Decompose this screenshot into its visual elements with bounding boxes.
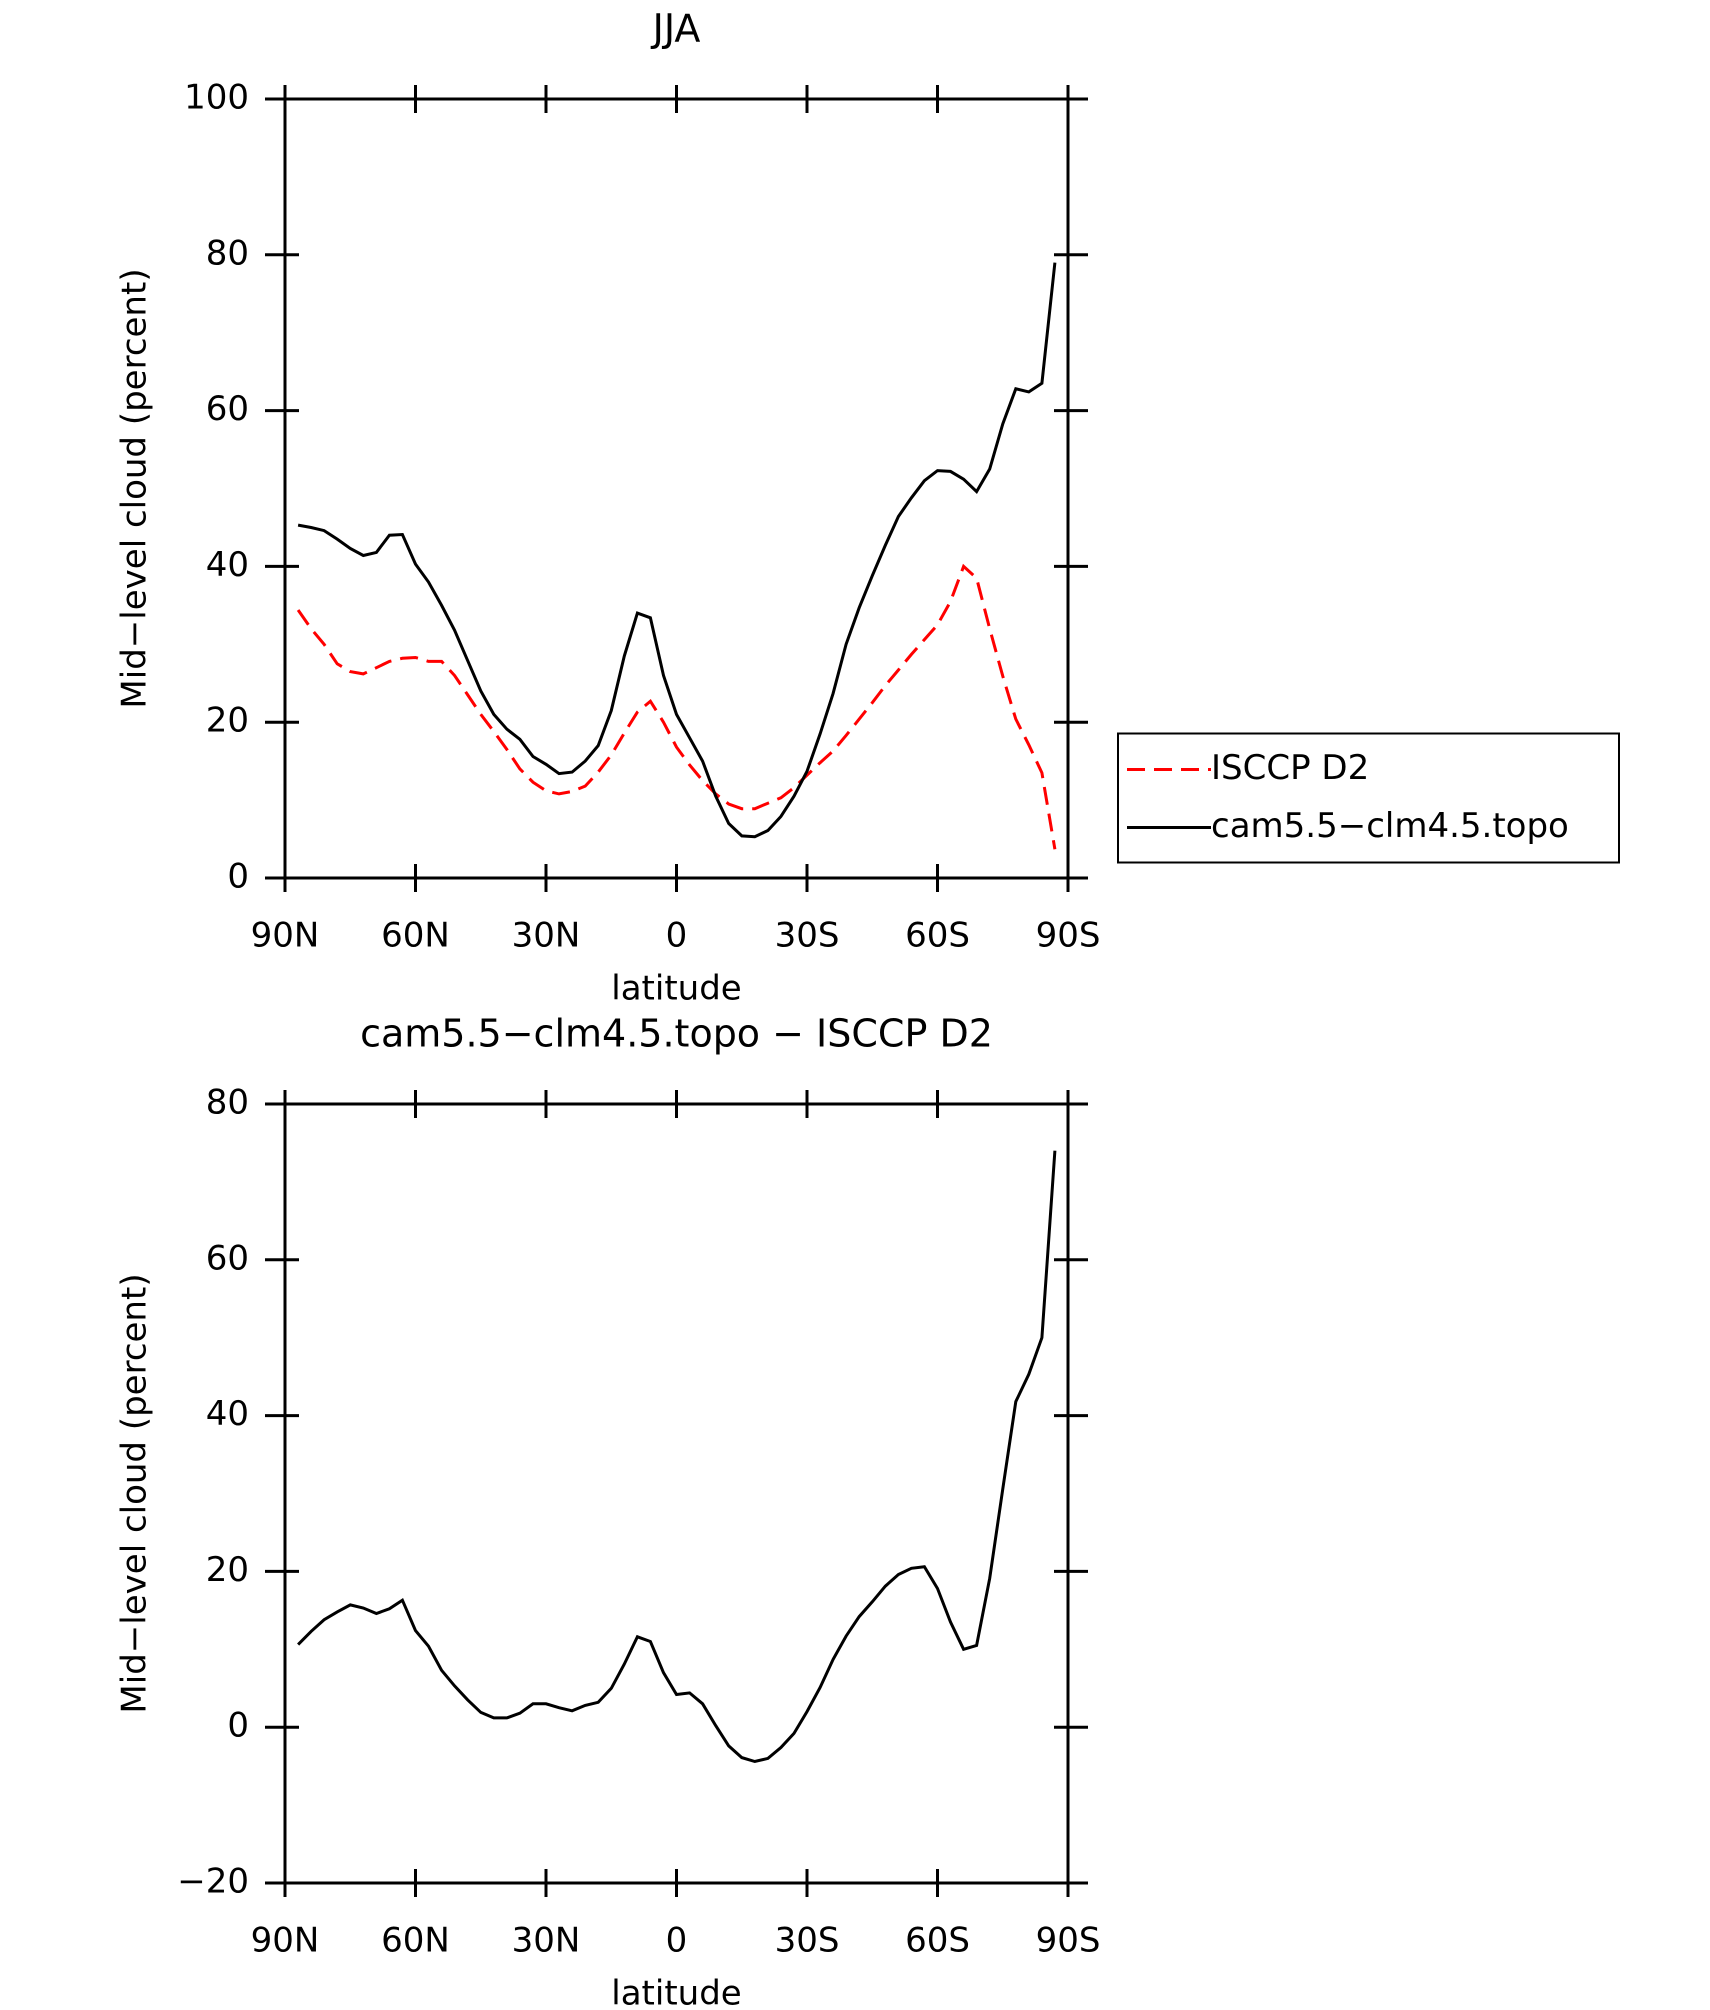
y-tick-label: 20	[206, 1550, 249, 1590]
x-tick-label: 90S	[1036, 1921, 1101, 1961]
x-tick-label: 30N	[512, 916, 581, 956]
y-axis-label: Mid−level cloud (percent)	[115, 268, 155, 708]
legend-box	[1117, 732, 1620, 864]
x-tick-label: 0	[666, 1921, 688, 1961]
x-tick-label: 60N	[381, 916, 450, 956]
x-axis-label: latitude	[611, 969, 741, 1009]
data-line	[297, 262, 1057, 839]
legend-label: ISCCP D2	[1211, 748, 1369, 788]
y-axis-label: Mid−level cloud (percent)	[115, 1273, 155, 1713]
plot-frame	[283, 97, 1070, 880]
x-tick-label: 60N	[381, 1921, 450, 1961]
y-tick-label: 60	[206, 1238, 249, 1278]
y-tick-label: 0	[227, 1706, 249, 1746]
y-tick-label: 40	[206, 545, 249, 585]
y-tick-label: 40	[206, 1394, 249, 1434]
data-line	[296, 563, 1057, 850]
x-tick-label: 90N	[251, 916, 320, 956]
y-tick-label: 0	[227, 857, 249, 897]
y-tick-label: 100	[184, 78, 249, 118]
chart-title: cam5.5−clm4.5.topo − ISCCP D2	[360, 1012, 993, 1056]
y-tick-label: 80	[206, 233, 249, 273]
legend-label: cam5.5−clm4.5.topo	[1211, 806, 1569, 846]
y-tick-label: 60	[206, 389, 249, 429]
x-tick-label: 30S	[775, 1921, 840, 1961]
y-tick-label: −20	[177, 1862, 249, 1902]
y-tick-label: 20	[206, 701, 249, 741]
x-tick-label: 0	[666, 916, 688, 956]
y-tick-label: 80	[206, 1083, 249, 1123]
x-tick-label: 30N	[512, 1921, 581, 1961]
chart-title: JJA	[651, 7, 701, 51]
data-line	[297, 1150, 1057, 1764]
x-tick-label: 90N	[251, 1921, 320, 1961]
x-tick-label: 60S	[905, 916, 970, 956]
x-tick-label: 90S	[1036, 916, 1101, 956]
x-axis-label: latitude	[611, 1974, 741, 2010]
x-tick-label: 60S	[905, 1921, 970, 1961]
plot-frame	[283, 1102, 1070, 1885]
x-tick-label: 30S	[775, 916, 840, 956]
